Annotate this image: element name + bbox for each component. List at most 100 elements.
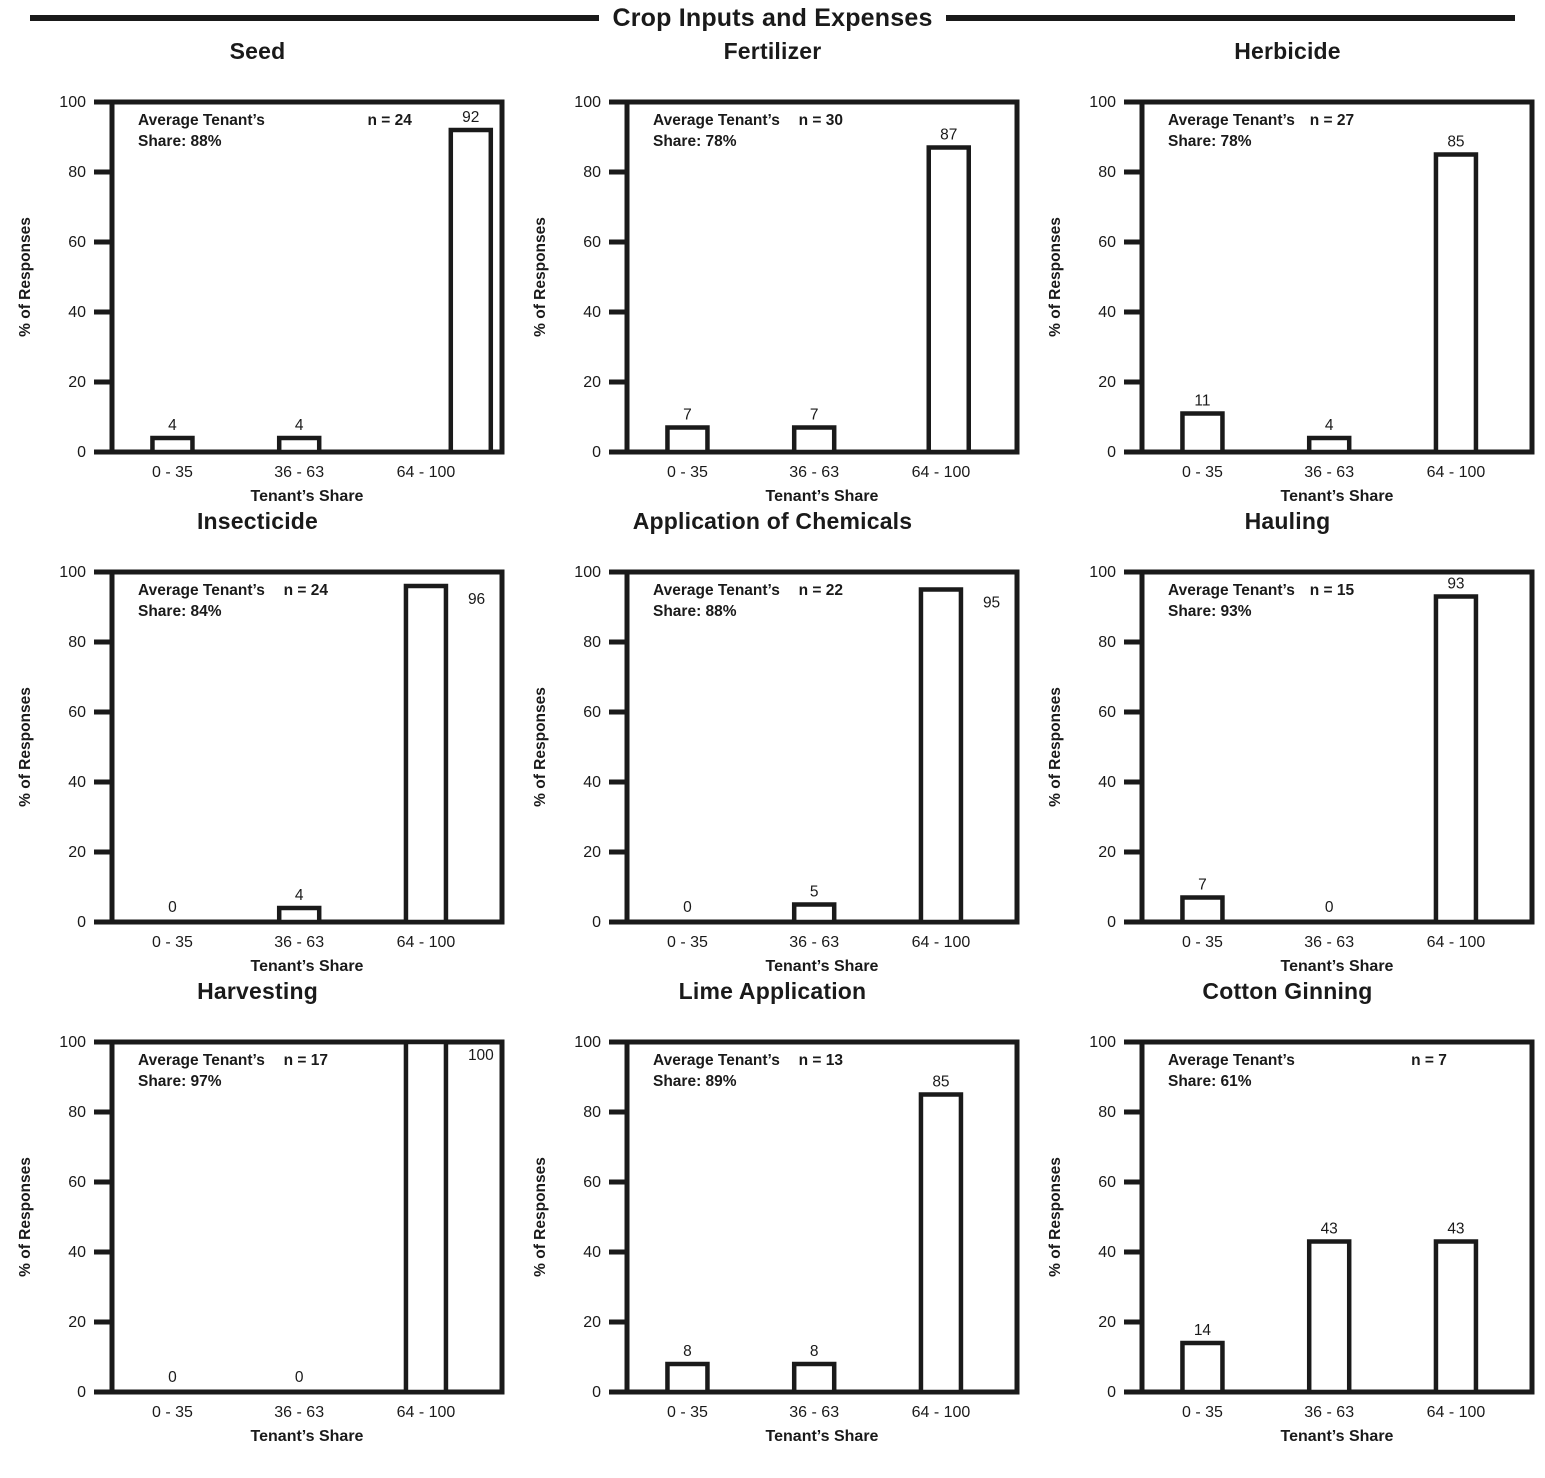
chart-title: Herbicide	[1234, 38, 1341, 64]
y-tick-label: 60	[583, 704, 601, 721]
chart-cell-lime-application: Lime Application 0 20 40 60 80 100 8 0 - 35 8 36 …	[515, 972, 1030, 1442]
value-label: 0	[168, 1369, 177, 1386]
y-tick-label: 100	[1089, 564, 1116, 581]
y-tick-label: 0	[77, 444, 86, 461]
y-tick-label: 0	[592, 914, 601, 931]
category-label: 36 - 63	[274, 934, 324, 951]
y-axis-title: % of Responses	[1047, 687, 1064, 807]
category-label: 0 - 35	[152, 934, 193, 951]
category-label: 64 - 100	[912, 1404, 971, 1421]
y-tick-label: 0	[592, 444, 601, 461]
annotation-n: n = 7	[1411, 1052, 1447, 1069]
y-axis-title: % of Responses	[532, 1157, 549, 1277]
annotation-n: n = 15	[1310, 582, 1355, 599]
annotation-n: n = 24	[284, 582, 329, 599]
category-label: 64 - 100	[912, 934, 971, 951]
bar	[1433, 152, 1479, 455]
bar	[276, 905, 322, 925]
annotation-n: n = 30	[799, 112, 843, 129]
x-axis-title: Tenant’s Share	[766, 1428, 879, 1442]
y-tick-label: 0	[1107, 914, 1116, 931]
category-label: 36 - 63	[274, 464, 324, 481]
annotation-share-line2: Share: 88%	[138, 133, 222, 150]
y-tick-label: 20	[583, 374, 601, 391]
y-tick-label: 20	[68, 1314, 86, 1331]
y-tick-label: 100	[574, 564, 601, 581]
y-tick-label: 40	[583, 774, 601, 791]
value-label: 0	[683, 899, 692, 916]
figure-header: Crop Inputs and Expenses	[0, 4, 1545, 32]
y-tick-label: 80	[1098, 164, 1116, 181]
bar	[918, 587, 964, 925]
page-title: Crop Inputs and Expenses	[612, 3, 933, 32]
y-tick-label: 60	[583, 234, 601, 251]
y-tick-label: 60	[583, 1174, 601, 1191]
chart-cell-herbicide: Herbicide 0 20 40 60 80 100 11 0 - 35 4 36 - 63 85…	[1030, 32, 1545, 502]
value-label: 14	[1194, 1322, 1212, 1339]
chart-title: Insecticide	[196, 508, 319, 534]
chart-cell-hauling: Hauling 0 20 40 60 80 100 7 0 - 35 0 36 - 63 93 64 …	[1030, 502, 1545, 972]
annotation-n: n = 27	[1310, 112, 1354, 129]
y-tick-label: 80	[68, 634, 86, 651]
value-label: 0	[1325, 899, 1334, 916]
value-label: 7	[683, 407, 692, 424]
y-tick-label: 60	[68, 704, 86, 721]
x-axis-title: Tenant’s Share	[251, 1428, 364, 1442]
chart-title: Fertilizer	[723, 38, 822, 64]
y-axis-title: % of Responses	[532, 687, 549, 807]
category-label: 36 - 63	[274, 1404, 324, 1421]
y-tick-label: 80	[68, 1104, 86, 1121]
category-label: 0 - 35	[667, 934, 708, 951]
y-axis-title: % of Responses	[17, 1157, 34, 1277]
bar	[791, 1361, 837, 1395]
value-label: 0	[295, 1369, 304, 1386]
plot-frame	[1139, 569, 1535, 925]
y-tick-label: 100	[59, 94, 86, 111]
chart-canvas-harvesting: 0 20 40 60 80 100 0 0 - 35 0 36 - 63 100 64 - 100 Av…	[17, 1034, 505, 1442]
value-label: 92	[462, 109, 479, 126]
chart-canvas-seed: 0 20 40 60 80 100 4 0 - 35 4 36 - 63 92 64 - 100 Ave…	[17, 94, 505, 502]
plot-frame	[109, 99, 505, 455]
chart-title: Seed	[229, 38, 286, 64]
value-label: 5	[810, 884, 819, 901]
annotation-n: n = 22	[799, 582, 843, 599]
annotation-share-line1: Average Tenant’s	[653, 1052, 780, 1069]
annotation-share-line2: Share: 78%	[653, 133, 737, 150]
y-tick-label: 40	[583, 1244, 601, 1261]
bar	[1433, 1239, 1479, 1395]
chart-title: Harvesting	[197, 978, 318, 1004]
bar	[1180, 895, 1225, 925]
value-label: 43	[1321, 1221, 1338, 1238]
y-tick-label: 20	[68, 844, 86, 861]
chart-canvas-fertilizer: 0 20 40 60 80 100 7 0 - 35 7 36 - 63 87 64 - 100 Ave…	[532, 94, 1020, 502]
y-tick-label: 60	[68, 1174, 86, 1191]
chart-canvas-herbicide: 0 20 40 60 80 100 11 0 - 35 4 36 - 63 85 64 - 100 Av…	[1047, 94, 1535, 502]
chart-title: Cotton Ginning	[1202, 978, 1373, 1004]
y-tick-label: 100	[574, 1034, 601, 1051]
y-tick-label: 20	[583, 1314, 601, 1331]
annotation-n: n = 24	[367, 112, 412, 129]
value-label: 7	[810, 407, 819, 424]
y-tick-label: 0	[1107, 1384, 1116, 1401]
chart-title: Lime Application	[678, 978, 867, 1004]
bar	[926, 145, 971, 455]
y-tick-label: 100	[59, 1034, 86, 1051]
y-axis-title: % of Responses	[17, 687, 34, 807]
y-tick-label: 40	[1098, 304, 1116, 321]
y-tick-label: 100	[574, 94, 601, 111]
y-tick-label: 60	[68, 234, 86, 251]
bar	[448, 127, 494, 455]
bar	[403, 583, 449, 925]
y-tick-label: 20	[1098, 374, 1116, 391]
annotation-share-line1: Average Tenant’s	[653, 112, 780, 129]
value-label: 95	[983, 595, 1000, 612]
category-label: 0 - 35	[667, 464, 708, 481]
x-axis-title: Tenant’s Share	[766, 488, 879, 502]
annotation-n: n = 17	[284, 1052, 328, 1069]
y-axis-title: % of Responses	[532, 217, 549, 337]
value-label: 100	[468, 1047, 494, 1064]
chart-canvas-insecticide: 0 20 40 60 80 100 0 0 - 35 4 36 - 63 96 64 - 100 Ave…	[17, 564, 505, 972]
value-label: 93	[1447, 576, 1464, 593]
y-tick-label: 0	[77, 1384, 86, 1401]
chart-canvas-application-of-chemicals: 0 20 40 60 80 100 0 0 - 35 5 36 - 63 95 64 - 100 Ave…	[532, 564, 1020, 972]
